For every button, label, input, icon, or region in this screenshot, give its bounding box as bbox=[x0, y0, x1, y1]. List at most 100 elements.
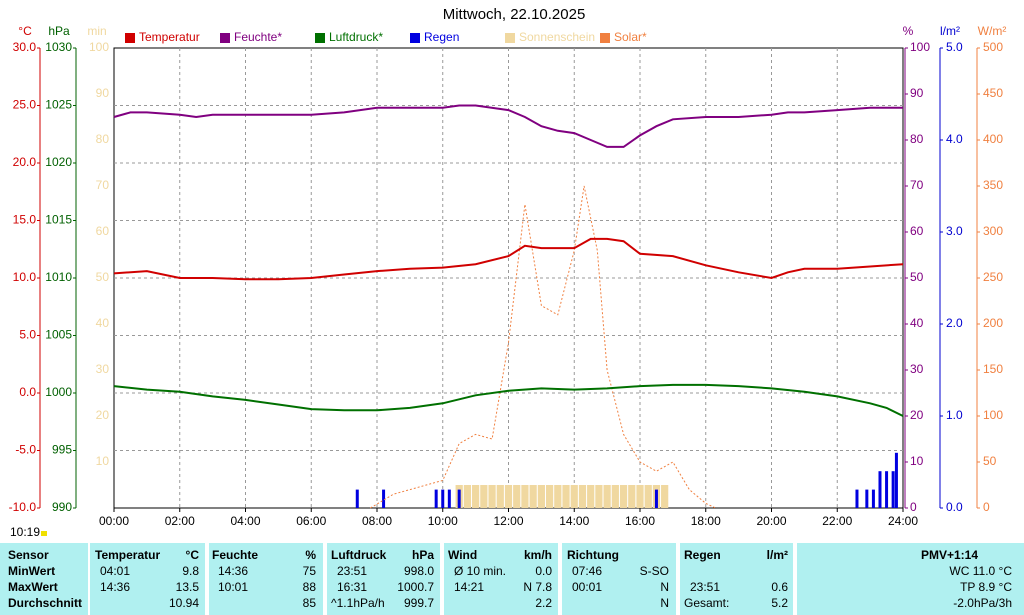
series-line bbox=[113, 383, 904, 417]
x-tick-label: 14:00 bbox=[559, 514, 589, 528]
table-cell: 999.7 bbox=[404, 596, 434, 610]
bar bbox=[628, 485, 636, 508]
y-tick-label: 15.0 bbox=[13, 213, 37, 227]
bar bbox=[545, 485, 554, 508]
y-tick-label: 300 bbox=[983, 224, 1003, 238]
axis-unit: °C bbox=[18, 24, 32, 38]
table-cell-bg bbox=[797, 543, 1024, 615]
table-cell: 23:51 bbox=[690, 580, 720, 594]
legend-swatch bbox=[315, 33, 325, 43]
x-tick-label: 24:00 bbox=[888, 514, 918, 528]
table-cell: 85 bbox=[303, 596, 317, 610]
legend-label: Temperatur bbox=[139, 30, 200, 44]
table-cell-bg bbox=[0, 543, 88, 615]
stats-table: Sensor Temperatur °C Feuchte% Luftdruck hPa Wi… bbox=[0, 543, 1024, 615]
bar bbox=[885, 471, 889, 508]
x-tick-label: 02:00 bbox=[165, 514, 195, 528]
table-header: Richtung bbox=[567, 548, 619, 562]
bar bbox=[355, 489, 359, 508]
x-tick-label: 16:00 bbox=[625, 514, 655, 528]
y-tick-label: 10 bbox=[910, 454, 924, 468]
legend-label: Sonnenschein bbox=[519, 30, 595, 44]
y-tick-label: 50 bbox=[96, 270, 110, 284]
table-cell: 10.94 bbox=[169, 596, 199, 610]
axis-unit: l/m² bbox=[940, 24, 960, 38]
bar bbox=[472, 485, 480, 508]
table-cell-bg bbox=[444, 543, 558, 615]
table-header: Regen bbox=[684, 548, 721, 562]
y-tick-label: 60 bbox=[96, 224, 110, 238]
bar bbox=[441, 489, 445, 508]
bar bbox=[654, 489, 658, 508]
y-tick-label: 70 bbox=[96, 178, 110, 192]
table-header: km/h bbox=[524, 548, 552, 562]
y-tick-label: 1030 bbox=[45, 40, 72, 54]
y-tick-label: 10 bbox=[96, 454, 110, 468]
table-cell-bg bbox=[90, 543, 205, 615]
y-tick-label: 100 bbox=[910, 40, 930, 54]
y-tick-label: 90 bbox=[96, 86, 110, 100]
x-tick-label: 22:00 bbox=[822, 514, 852, 528]
bar bbox=[871, 489, 875, 508]
y-tick-label: 995 bbox=[52, 443, 72, 457]
bar bbox=[587, 485, 595, 508]
y-tick-label: 1.0 bbox=[946, 408, 963, 422]
bar bbox=[661, 485, 669, 508]
table-cell: WC 11.0 °C bbox=[949, 564, 1012, 578]
bar bbox=[611, 485, 619, 508]
table-header: l/m² bbox=[767, 548, 788, 562]
table-cell: ^1.1hPa/h bbox=[331, 596, 385, 610]
y-tick-label: 350 bbox=[983, 178, 1003, 192]
table-header: °C bbox=[186, 548, 200, 562]
bar bbox=[891, 471, 895, 508]
table-cell: Ø 10 min. bbox=[454, 564, 506, 578]
table-cell: Durchschnitt bbox=[8, 596, 82, 610]
bar bbox=[513, 485, 521, 508]
axis-unit: hPa bbox=[48, 24, 70, 38]
bar bbox=[619, 485, 628, 508]
table-cell: N 7.8 bbox=[523, 580, 552, 594]
bar bbox=[595, 485, 603, 508]
y-tick-label: 250 bbox=[983, 270, 1003, 284]
y-tick-label: 0.0 bbox=[946, 500, 963, 514]
x-tick-label: 10:00 bbox=[428, 514, 458, 528]
table-header: Feuchte bbox=[212, 548, 258, 562]
bar bbox=[496, 485, 504, 508]
bar bbox=[480, 485, 488, 508]
table-cell: 75 bbox=[303, 564, 317, 578]
bar bbox=[855, 489, 859, 508]
y-tick-label: 10.0 bbox=[13, 270, 37, 284]
table-cell: 23:51 bbox=[337, 564, 367, 578]
table-cell: 2.2 bbox=[535, 596, 552, 610]
legend-swatch bbox=[220, 33, 230, 43]
y-tick-label: 450 bbox=[983, 86, 1003, 100]
y-tick-label: 150 bbox=[983, 362, 1003, 376]
y-tick-label: 1025 bbox=[45, 98, 72, 112]
table-header: Luftdruck bbox=[331, 548, 387, 562]
table-cell-bg bbox=[327, 543, 440, 615]
table-header: Wind bbox=[448, 548, 477, 562]
table-cell: 5.2 bbox=[771, 596, 788, 610]
x-tick-label: 08:00 bbox=[362, 514, 392, 528]
y-tick-label: 20.0 bbox=[13, 155, 37, 169]
y-tick-label: 70 bbox=[910, 178, 924, 192]
y-tick-label: 20 bbox=[910, 408, 924, 422]
bar bbox=[570, 485, 578, 508]
y-tick-label: 1000 bbox=[45, 385, 72, 399]
bar bbox=[554, 485, 562, 508]
y-tick-label: -5.0 bbox=[15, 443, 36, 457]
table-cell: N bbox=[660, 580, 669, 594]
table-cell: Gesamt: bbox=[684, 596, 729, 610]
y-tick-label: -10.0 bbox=[9, 500, 37, 514]
bar bbox=[644, 485, 652, 508]
table-cell: 14:36 bbox=[218, 564, 248, 578]
table-cell-bg bbox=[680, 543, 793, 615]
x-tick-label: 18:00 bbox=[691, 514, 721, 528]
bar bbox=[504, 485, 513, 508]
series-line bbox=[113, 104, 903, 148]
table-cell-bg bbox=[209, 543, 323, 615]
y-tick-label: 40 bbox=[96, 316, 110, 330]
bar bbox=[865, 489, 869, 508]
legend-swatch bbox=[600, 33, 610, 43]
